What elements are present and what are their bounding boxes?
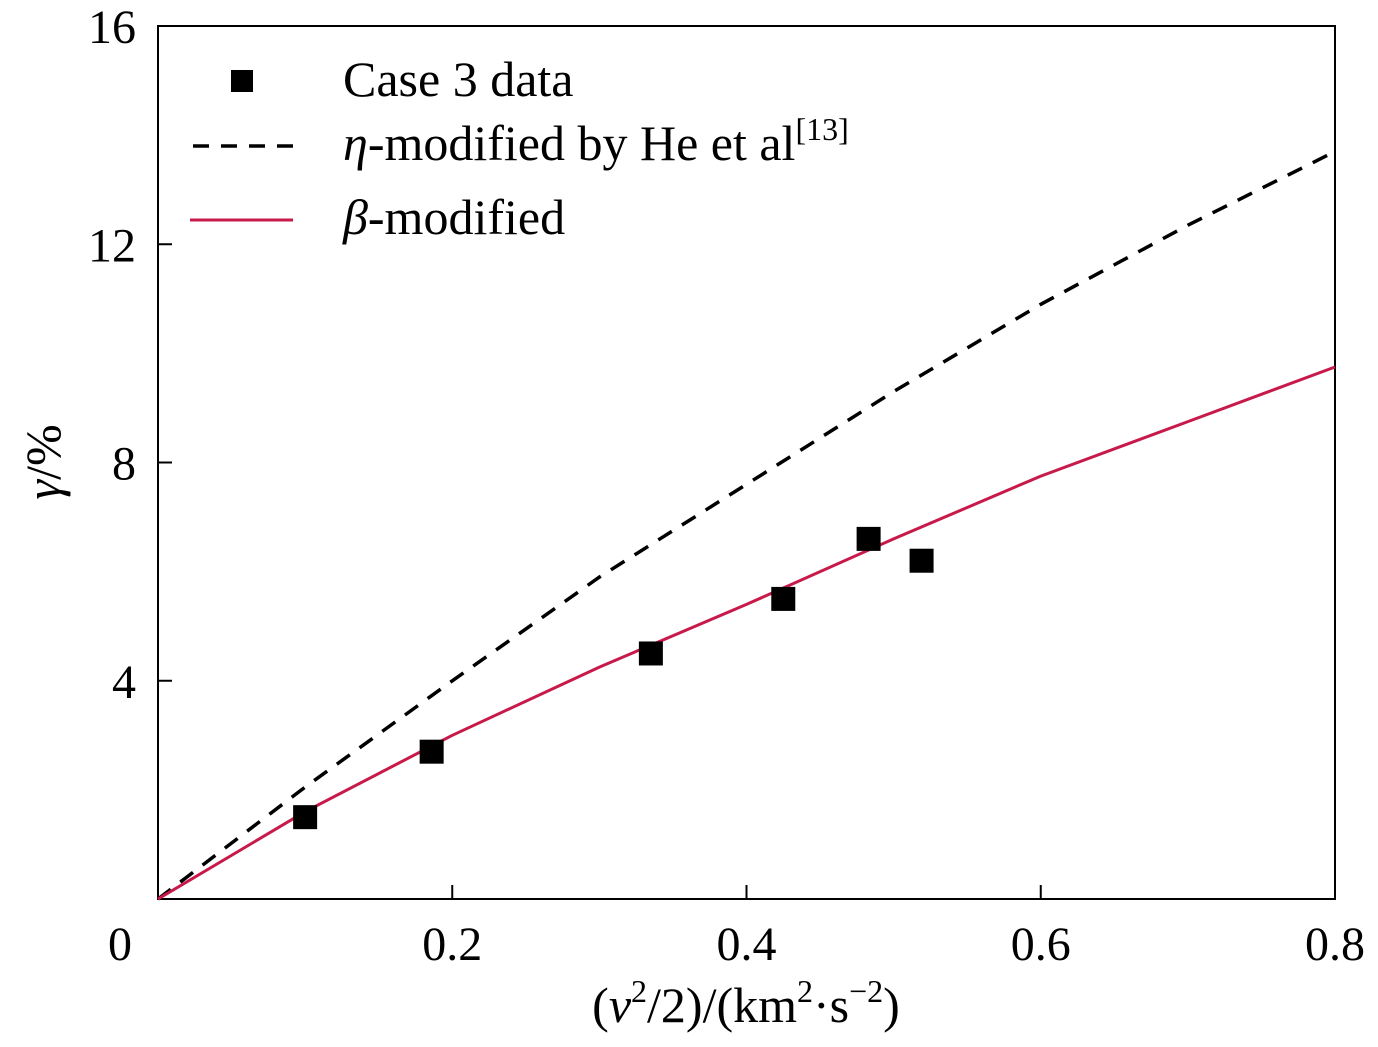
data-point-case3 — [771, 586, 796, 611]
x-tick-label: 0 — [108, 918, 132, 971]
x-tick-label: 0.8 — [1305, 918, 1365, 971]
axis-tick-labels: 0 0.2 0.4 0.6 0.8 4 8 12 16 — [88, 1, 1365, 971]
data-point-case3 — [638, 641, 663, 666]
legend-label-case3: Case 3 data — [343, 51, 573, 107]
data-point-case3 — [856, 526, 881, 551]
legend-marker-case3 — [231, 70, 253, 92]
y-tick-label: 8 — [112, 438, 136, 491]
axis-ticks — [158, 243, 1042, 899]
series-layer — [156, 149, 1336, 901]
data-point-case3 — [909, 548, 934, 573]
y-tick-label: 12 — [88, 219, 136, 272]
x-tick-label: 0.4 — [717, 918, 777, 971]
data-point-case3 — [419, 739, 444, 764]
y-axis-label: γ/% — [15, 424, 71, 499]
y-tick-label: 4 — [112, 656, 136, 709]
series-line-beta-modified — [157, 365, 1336, 901]
legend-label-eta: η-modified by He et al[13] — [343, 111, 849, 171]
x-axis-label: (v2/2)/(km2·s−2) — [592, 973, 900, 1033]
series-line-eta-modified — [156, 149, 1336, 901]
y-tick-label: 16 — [88, 1, 136, 54]
data-point-case3 — [293, 805, 318, 830]
legend: Case 3 data η-modified by He et al[13] β… — [190, 51, 849, 245]
x-tick-label: 0.2 — [422, 918, 482, 971]
x-tick-label: 0.6 — [1011, 918, 1071, 971]
legend-label-beta: β-modified — [342, 189, 565, 245]
